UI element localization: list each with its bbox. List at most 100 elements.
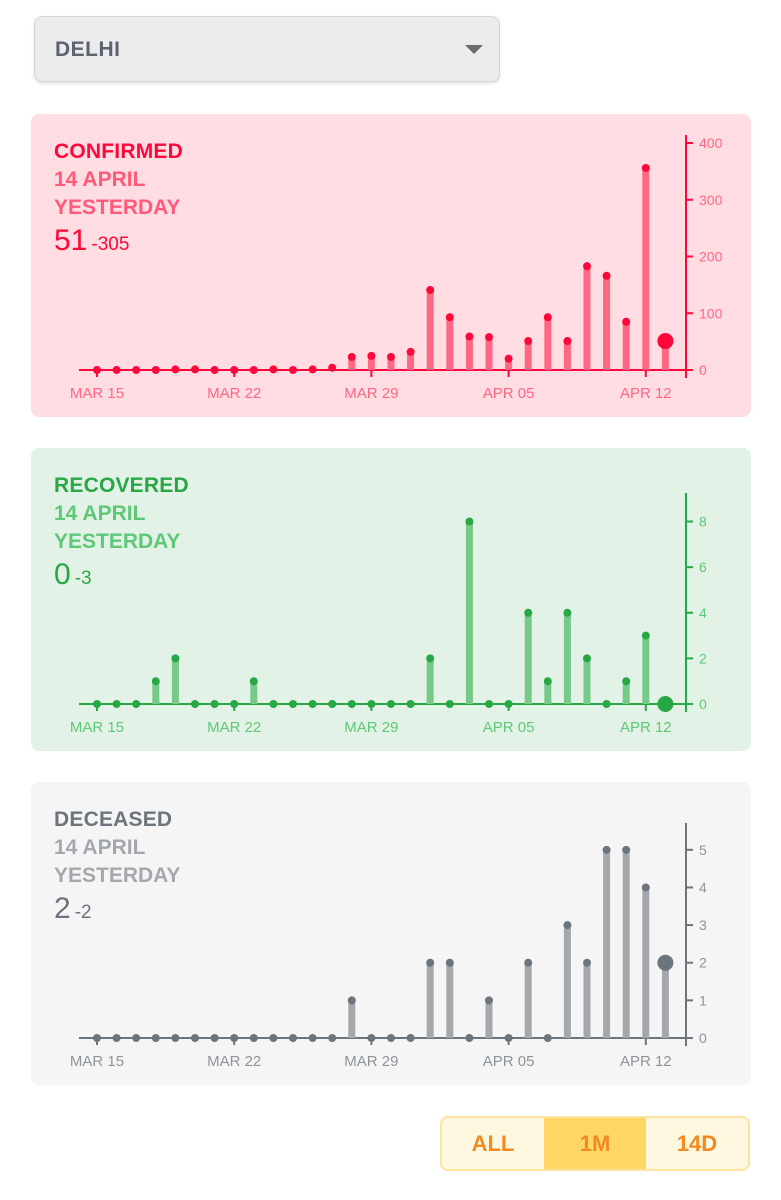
- bar: [407, 351, 415, 370]
- bar: [426, 962, 434, 1038]
- bar: [622, 849, 630, 1038]
- bar: [387, 356, 395, 370]
- x-tick-label: APR 12: [620, 719, 672, 736]
- bar: [426, 289, 434, 370]
- data-point: [367, 700, 376, 708]
- data-point: [347, 996, 356, 1005]
- data-point: [230, 1034, 239, 1042]
- x-tick-label: APR 05: [483, 719, 535, 736]
- deceased-card: DECEASED 14 APRIL YESTERDAY 2 -2 0 1 2 3 4 5 MA…: [31, 782, 751, 1085]
- recovered-title: RECOVERED: [54, 474, 189, 497]
- data-point: [308, 700, 317, 708]
- data-point: [465, 332, 474, 341]
- tab-1m[interactable]: 1M: [544, 1118, 646, 1169]
- x-tick-label: MAR 29: [344, 1053, 398, 1070]
- data-point: [249, 1034, 258, 1042]
- recovered-delta: -3: [74, 568, 92, 589]
- bar: [583, 266, 591, 370]
- data-point: [583, 654, 591, 663]
- data-point: [445, 313, 454, 322]
- data-point: [112, 1034, 121, 1042]
- data-point: [132, 700, 141, 708]
- y-tick-label: 400: [699, 135, 723, 151]
- data-point: [485, 996, 493, 1005]
- data-point: [563, 608, 572, 617]
- data-point: [622, 845, 631, 854]
- confirmed-value: 51: [54, 224, 88, 257]
- bar: [544, 681, 552, 704]
- x-tick-label: MAR 22: [207, 1053, 261, 1070]
- tab-14d[interactable]: 14D: [676, 1130, 718, 1156]
- region-dropdown-value: DELHI: [55, 38, 121, 61]
- data-point: [602, 845, 611, 854]
- x-tick-label: APR 12: [620, 385, 672, 402]
- data-point: [171, 1034, 180, 1042]
- deceased-date: 14 APRIL: [54, 836, 146, 859]
- y-tick-label: 2: [699, 955, 707, 971]
- y-tick-label: 0: [699, 696, 707, 712]
- recovered-date: 14 APRIL: [54, 502, 146, 525]
- data-point: [622, 677, 631, 686]
- data-point: [132, 1034, 141, 1042]
- data-point: [524, 337, 533, 346]
- x-tick-label: MAR 15: [70, 1053, 124, 1070]
- data-point: [426, 654, 435, 663]
- x-tick-label: MAR 29: [344, 719, 398, 736]
- bar: [563, 341, 571, 370]
- deceased-value: 2: [54, 892, 71, 925]
- data-point: [563, 337, 572, 346]
- data-point: [641, 631, 650, 640]
- time-range-tabs: ALL 1M 14D: [440, 1116, 750, 1171]
- x-tick-label: MAR 22: [207, 385, 261, 402]
- bar: [465, 521, 473, 704]
- data-point: [132, 366, 141, 374]
- data-point: [504, 700, 513, 708]
- bar: [367, 355, 375, 370]
- data-point: [112, 366, 121, 374]
- data-point: [210, 1034, 219, 1042]
- bar: [563, 612, 571, 704]
- confirmed-card: CONFIRMED 14 APRIL YESTERDAY 51 -305 0 100…: [31, 114, 751, 417]
- bar: [465, 336, 473, 370]
- data-point: [563, 921, 572, 930]
- y-tick-label: 4: [699, 605, 707, 621]
- y-tick-label: 100: [699, 305, 723, 321]
- x-tick-label: APR 05: [483, 385, 535, 402]
- bar: [524, 962, 532, 1038]
- data-point: [328, 700, 337, 708]
- bar: [485, 1000, 493, 1038]
- data-point: [171, 654, 180, 663]
- confirmed-title: CONFIRMED: [54, 140, 183, 163]
- bar: [642, 167, 650, 370]
- data-point: [230, 366, 239, 374]
- x-tick-label: APR 12: [620, 1053, 672, 1070]
- data-point: [210, 700, 219, 708]
- data-point: [347, 352, 356, 361]
- bar: [642, 887, 650, 1038]
- data-point: [543, 1034, 552, 1042]
- bar: [661, 341, 669, 370]
- data-point: [465, 1034, 474, 1042]
- data-point: [367, 1034, 376, 1042]
- data-point: [524, 608, 533, 617]
- data-point: [485, 333, 493, 342]
- data-point: [191, 700, 199, 708]
- data-point: [583, 958, 591, 967]
- data-point: [151, 366, 160, 374]
- bar: [446, 317, 454, 370]
- x-tick-label: MAR 22: [207, 719, 261, 736]
- data-point: [641, 883, 650, 892]
- deceased-sublabel: YESTERDAY: [54, 864, 181, 887]
- data-point: [387, 1034, 395, 1042]
- data-point: [524, 958, 533, 967]
- tab-all[interactable]: ALL: [471, 1130, 515, 1156]
- data-point: [230, 700, 239, 708]
- region-dropdown[interactable]: DELHI: [34, 16, 500, 82]
- bar: [583, 658, 591, 704]
- data-point: [426, 285, 435, 294]
- y-tick-label: 200: [699, 249, 723, 265]
- data-point: [328, 363, 337, 372]
- data-point: [289, 366, 297, 374]
- confirmed-chart: 0 100 200 300 400 MAR 15 MAR 22 MAR 29 APR 05 APR…: [70, 135, 723, 402]
- y-tick-label: 0: [699, 362, 707, 378]
